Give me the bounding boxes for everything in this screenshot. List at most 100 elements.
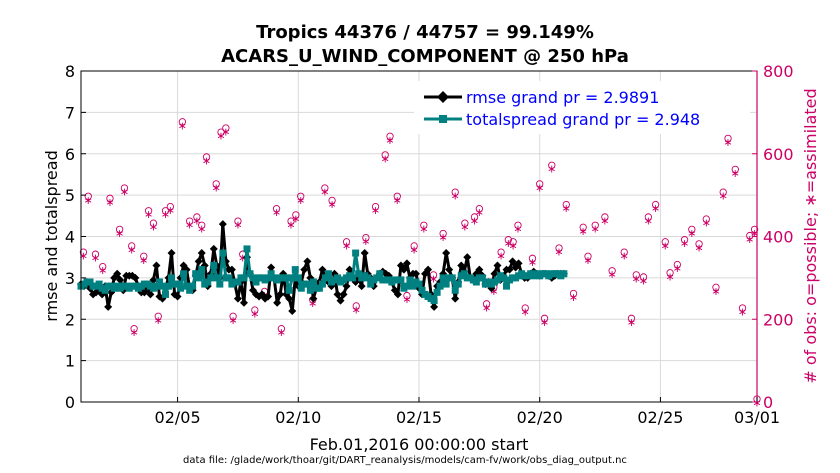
obs-possible-marker	[420, 221, 428, 229]
obs-possible-marker	[712, 283, 720, 291]
point-totalspread	[86, 278, 94, 286]
obs-possible-marker	[719, 188, 727, 196]
point-totalspread	[321, 274, 329, 282]
obs-possible-marker	[198, 221, 206, 229]
obs-assimilated-marker: ∗	[711, 285, 720, 298]
legend-spread-label: totalspread grand pr = 2.948	[466, 110, 700, 129]
obs-assimilated-marker: ∗	[540, 316, 549, 329]
obs-possible-marker	[234, 217, 242, 225]
point-totalspread	[309, 278, 317, 286]
obs-possible-marker	[536, 180, 544, 188]
point-totalspread	[503, 282, 511, 290]
obs-possible-marker	[328, 196, 336, 205]
obs-assimilated-marker: ∗	[694, 241, 703, 254]
point-rmse	[194, 257, 203, 266]
point-totalspread	[433, 288, 441, 296]
obs-possible-marker	[504, 236, 512, 244]
point-rmse	[430, 302, 439, 311]
obs-possible-marker	[130, 325, 138, 333]
point-rmse	[490, 269, 499, 278]
point-totalspread	[195, 274, 203, 282]
point-rmse	[276, 290, 285, 299]
right-y-tick-label: 600	[763, 145, 794, 164]
point-rmse	[288, 306, 297, 315]
x-tick-label: 02/05	[155, 408, 201, 427]
point-totalspread	[349, 274, 357, 282]
obs-assimilated-marker: ∗	[651, 202, 660, 215]
point-rmse	[475, 265, 484, 274]
series-lines	[77, 220, 568, 315]
obs-assimilated-marker: ∗	[547, 163, 556, 176]
obs-assimilated-marker: ∗	[327, 198, 336, 211]
point-totalspread	[409, 282, 417, 290]
point-totalspread	[403, 282, 411, 290]
point-rmse	[167, 249, 176, 258]
point-rmse	[360, 249, 369, 258]
obs-possible-marker	[120, 184, 129, 192]
right-y-tick-label: 0	[763, 393, 773, 412]
obs-possible-marker	[193, 213, 201, 221]
point-totalspread	[285, 286, 293, 294]
point-rmse	[463, 253, 472, 262]
obs-assimilated-marker: ∗	[238, 252, 247, 265]
point-totalspread	[192, 270, 200, 278]
obs-assimilated-marker: ∗	[402, 293, 411, 306]
obs-possible-marker	[569, 289, 578, 298]
obs-assimilated-marker: ∗	[178, 119, 187, 132]
obs-possible-marker	[482, 300, 491, 308]
obs-assimilated-marker: ∗	[228, 314, 237, 327]
point-totalspread	[355, 270, 363, 278]
obs-possible-marker	[475, 205, 484, 213]
obs-possible-marker	[212, 180, 220, 188]
obs-possible-marker	[144, 207, 153, 215]
point-totalspread	[478, 274, 486, 282]
obs-assimilated-marker: ∗	[144, 208, 153, 221]
obs-possible-marker	[106, 194, 114, 202]
obs-assimilated-marker: ∗	[702, 217, 711, 230]
obs-assimilated-marker: ∗	[600, 214, 609, 227]
point-rmse	[508, 257, 517, 266]
point-totalspread	[267, 270, 275, 278]
obs-assimilated-marker: ∗	[381, 152, 390, 165]
obs-assimilated-marker: ∗	[371, 204, 380, 217]
point-rmse	[442, 249, 451, 258]
point-totalspread	[264, 274, 272, 282]
point-rmse	[339, 290, 348, 299]
obs-assimilated-marker: ∗	[745, 233, 754, 246]
point-totalspread	[252, 278, 260, 286]
obs-assimilated-marker: ∗	[583, 254, 592, 267]
point-rmse	[116, 275, 125, 284]
obs-possible-marker	[451, 188, 459, 196]
point-rmse	[493, 261, 502, 270]
obs-assimilated-marker: ∗	[673, 262, 682, 275]
x-axis-label: Feb.01,2016 00:00:00 start	[310, 435, 529, 454]
point-rmse	[227, 265, 236, 274]
obs-possible-marker	[287, 217, 295, 225]
obs-possible-marker	[688, 225, 696, 234]
obs-assimilated-marker: ∗	[579, 225, 588, 238]
point-rmse	[233, 294, 242, 303]
point-rmse	[113, 269, 122, 278]
obs-possible-marker	[528, 254, 537, 262]
point-rmse	[149, 275, 158, 284]
left-y-tick-label: 1	[65, 352, 75, 371]
point-totalspread	[306, 286, 314, 294]
obs-possible-marker	[229, 312, 237, 320]
obs-assimilated-marker: ∗	[489, 285, 498, 298]
obs-assimilated-marker: ∗	[513, 223, 522, 236]
point-rmse	[318, 265, 327, 274]
obs-possible-marker	[342, 238, 351, 246]
obs-assimilated-marker: ∗	[154, 314, 163, 327]
obs-assimilated-marker: ∗	[419, 223, 428, 236]
obs-assimilated-marker: ∗	[482, 301, 491, 314]
point-rmse	[197, 249, 206, 258]
point-totalspread	[168, 274, 176, 282]
point-totalspread	[165, 282, 173, 290]
obs-assimilated-marker: ∗	[291, 212, 300, 225]
obs-possible-marker	[84, 192, 92, 200]
obs-possible-marker	[562, 200, 570, 209]
obs-possible-marker	[750, 225, 759, 234]
point-totalspread	[216, 280, 224, 288]
point-rmse	[218, 220, 227, 229]
obs-assimilated-marker: ∗	[639, 274, 648, 287]
